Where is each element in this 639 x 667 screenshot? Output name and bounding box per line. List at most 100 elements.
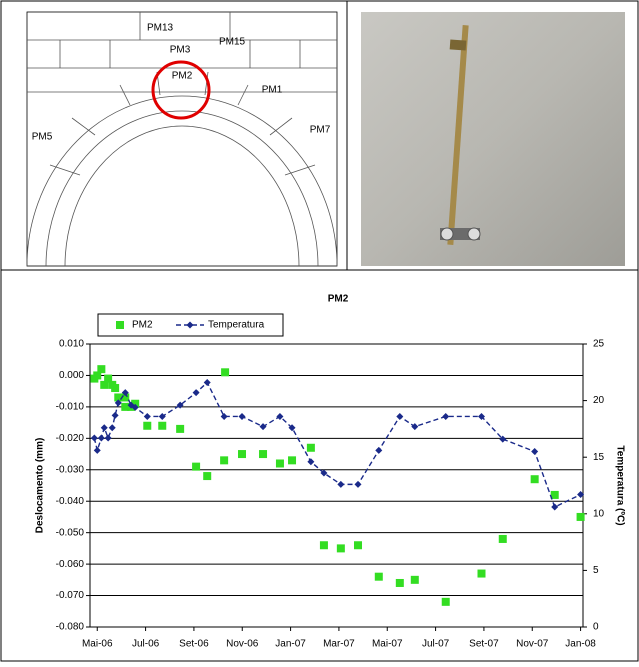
data-point [354,480,362,488]
data-point [259,450,268,459]
data-point [319,541,328,550]
x-tick-label: Nov-07 [516,639,549,650]
data-point [93,371,102,380]
data-point [203,472,212,481]
x-tick-label: Mai-06 [82,639,113,650]
chart: PM2 -0.080 -0.070 -0.060 -0.050 -0.040 -0.030 -… [35,294,626,650]
data-point [499,435,507,443]
data-point [100,424,108,432]
legend-swatch [116,321,124,329]
y2-tick-label: 10 [593,508,605,519]
data-point [374,572,383,581]
drawing-label: PM5 [32,132,53,143]
drawing-label: PM15 [219,37,246,48]
data-point [320,469,328,477]
data-point [306,443,315,452]
data-point [531,448,539,456]
x-tick-label: Jul-07 [422,639,450,650]
data-point [259,423,267,431]
photo [361,12,625,266]
drawing-label: PM2 [172,71,193,82]
x-tick-label: Mar-07 [323,639,355,650]
data-point [395,578,404,587]
legend-label: Temperatura [208,320,265,331]
data-point [121,389,129,397]
data-point [114,393,123,402]
data-point [411,423,419,431]
data-point [97,365,106,374]
data-point [375,446,383,454]
data-point [354,541,363,550]
data-point [221,368,230,377]
data-point [441,597,450,606]
data-point [97,434,105,442]
y-tick-label: -0.080 [56,622,85,633]
data-point [108,424,116,432]
y-tick-label: -0.010 [56,402,85,413]
y-tick-label: -0.050 [56,527,85,538]
y2-tick-label: 5 [593,565,599,576]
data-point [478,412,485,420]
legend-label: PM2 [132,320,153,331]
data-point [551,503,559,511]
data-point [576,512,585,521]
data-point [396,412,404,420]
data-point [530,475,539,484]
data-point [93,446,101,454]
y-tick-label: -0.060 [56,559,85,570]
data-point [203,378,211,386]
x-tick-label: Nov-06 [226,639,259,650]
series-line [93,381,581,508]
data-point [288,424,296,432]
data-point [90,434,98,442]
data-point [238,412,246,420]
data-point [176,424,185,433]
data-point [121,393,130,402]
x-tick-label: Set-07 [469,639,499,650]
data-point [192,462,201,471]
y-tick-label: -0.040 [56,496,85,507]
chart-title: PM2 [328,294,349,305]
data-point [577,491,585,499]
y-tick-label: -0.030 [56,464,85,475]
x-tick-label: Mai-07 [372,639,403,650]
data-point [442,412,450,420]
x-tick-label: Jul-06 [132,639,160,650]
y-axis-label: Deslocamento (mm) [35,438,46,534]
y2-tick-label: 15 [593,452,605,463]
data-point [220,412,228,420]
drawing-label: PM13 [147,23,174,34]
y2-axis-label: Temperatura (ºC) [614,445,625,525]
x-tick-label: Set-06 [179,639,209,650]
drawing-label: PM1 [262,85,283,96]
data-point [114,399,122,407]
data-point [143,421,152,430]
data-point [131,399,140,408]
x-tick-label: Jan-08 [565,639,596,650]
x-tick-label: Jan-07 [275,639,306,650]
data-point [158,412,166,420]
legend-swatch [186,321,194,329]
y2-tick-label: 0 [593,622,599,633]
y-tick-label: 0.000 [59,370,84,381]
data-point [176,401,184,409]
y2-tick-label: 25 [593,339,605,350]
data-point [336,544,345,553]
drawing-labels: PM2 PM3 PM15 PM13 PM1 PM7 PM5 [32,23,331,143]
data-point [143,412,151,420]
arch-drawing [26,11,338,267]
data-point [121,402,130,411]
data-point [104,434,112,442]
y2-tick-label: 20 [593,395,605,406]
data-point [498,534,507,543]
drawing-label: PM3 [170,45,191,56]
data-point [550,490,559,499]
y-tick-label: 0.010 [59,339,84,350]
data-point [220,456,229,465]
y-tick-label: -0.070 [56,590,85,601]
data-point [100,380,109,389]
data-point [288,456,297,465]
data-point [410,575,419,584]
data-point [192,389,200,397]
